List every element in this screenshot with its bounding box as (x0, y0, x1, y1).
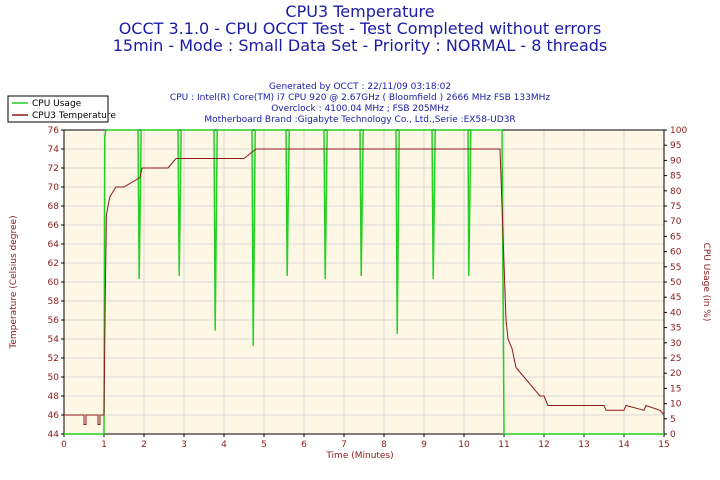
y-left-tick-label: 52 (48, 354, 59, 364)
y-left-tick-label: 74 (48, 145, 60, 155)
y-left-tick-label: 46 (48, 411, 60, 421)
y-right-tick-label: 30 (670, 339, 682, 349)
x-tick-label: 7 (341, 440, 347, 450)
y-right-tick-label: 75 (670, 202, 681, 212)
x-tick-label: 4 (221, 440, 227, 450)
y-left-tick-label: 48 (48, 392, 60, 402)
y-left-tick-label: 60 (48, 278, 60, 288)
info-cpu: CPU : Intel(R) Core(TM) i7 CPU 920 @ 2.6… (169, 93, 551, 103)
legend-label: CPU Usage (32, 99, 82, 109)
y-left-tick-label: 62 (48, 259, 59, 269)
y-right-tick-label: 50 (670, 278, 682, 288)
y-left-tick-label: 50 (48, 373, 60, 383)
chart-title: CPU3 Temperature (285, 2, 435, 21)
x-tick-label: 3 (181, 440, 187, 450)
x-tick-label: 6 (301, 440, 307, 450)
y-left-tick-label: 66 (48, 221, 60, 231)
x-tick-label: 15 (658, 440, 669, 450)
y-right-tick-label: 95 (670, 141, 681, 151)
series-line-cpu3-temperature (64, 148, 665, 425)
y-axis-left-label: Temperature (Celsius degree) (9, 215, 19, 349)
y-right-tick-label: 65 (670, 232, 681, 242)
y-right-tick-label: 100 (670, 126, 687, 136)
chart-subtitle-test: OCCT 3.1.0 - CPU OCCT Test - Test Comple… (118, 19, 602, 38)
series-line-cpu-usage (64, 129, 664, 435)
info-overclock: Overclock : 4100.04 MHz ; FSB 205MHz (271, 104, 449, 114)
y-left-tick-label: 58 (48, 297, 60, 307)
y-axis-right-label: CPU Usage (in %) (701, 242, 711, 322)
x-tick-label: 12 (538, 440, 549, 450)
y-left-tick-label: 72 (48, 164, 59, 174)
y-left-tick-label: 76 (48, 126, 60, 136)
y-right-tick-label: 60 (670, 248, 682, 258)
x-axis-label: Time (Minutes) (326, 451, 394, 461)
info-generated: Generated by OCCT : 22/11/09 03:18:02 (268, 82, 452, 92)
y-right-tick-label: 45 (670, 293, 681, 303)
info-motherboard: Motherboard Brand :Gigabyte Technology C… (204, 115, 516, 125)
x-tick-label: 9 (421, 440, 427, 450)
y-right-tick-label: 80 (670, 187, 682, 197)
y-right-tick-label: 40 (670, 308, 682, 318)
chart-subtitle-mode: 15min - Mode : Small Data Set - Priority… (112, 36, 608, 55)
y-right-tick-label: 85 (670, 172, 681, 182)
x-tick-label: 1 (101, 440, 107, 450)
y-right-tick-label: 25 (670, 354, 681, 364)
y-left-tick-label: 70 (48, 183, 60, 193)
y-left-tick-label: 56 (48, 316, 60, 326)
y-right-tick-label: 20 (670, 369, 682, 379)
x-tick-label: 11 (498, 440, 509, 450)
y-left-tick-label: 54 (48, 335, 60, 345)
legend-box (7, 95, 109, 123)
x-tick-label: 8 (381, 440, 387, 450)
y-right-tick-label: 55 (670, 263, 681, 273)
y-left-tick-label: 44 (48, 430, 60, 440)
y-left-tick-label: 64 (48, 240, 60, 250)
y-right-tick-label: 10 (670, 400, 682, 410)
y-right-tick-label: 5 (670, 415, 676, 425)
y-right-tick-label: 15 (670, 384, 681, 394)
x-tick-label: 14 (618, 440, 630, 450)
y-right-tick-label: 90 (670, 156, 682, 166)
y-right-tick-label: 70 (670, 217, 682, 227)
legend-label: CPU3 Temperature (32, 111, 116, 121)
x-tick-label: 2 (141, 440, 147, 450)
y-left-tick-label: 68 (48, 202, 60, 212)
x-tick-label: 0 (61, 440, 67, 450)
x-tick-label: 13 (578, 440, 589, 450)
y-right-tick-label: 35 (670, 324, 681, 334)
y-right-tick-label: 0 (670, 430, 676, 440)
x-tick-label: 5 (261, 440, 267, 450)
x-tick-label: 10 (458, 440, 470, 450)
